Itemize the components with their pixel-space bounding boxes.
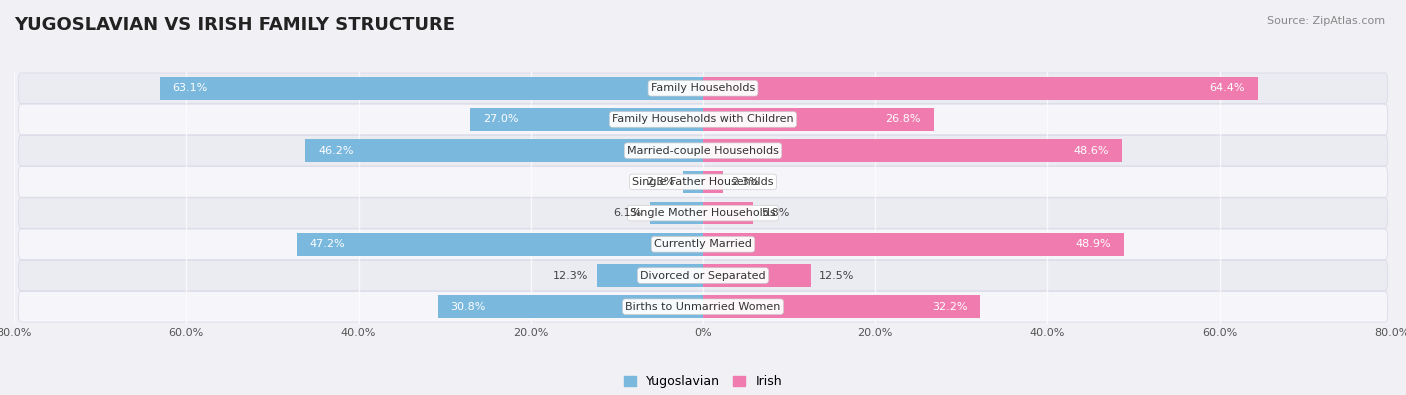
Bar: [471, 108, 703, 131]
Bar: [703, 295, 980, 318]
Text: Single Mother Households: Single Mother Households: [630, 208, 776, 218]
Bar: [305, 139, 703, 162]
Bar: [703, 139, 1122, 162]
FancyBboxPatch shape: [18, 260, 1388, 291]
Text: Family Households with Children: Family Households with Children: [612, 115, 794, 124]
Text: Single Father Households: Single Father Households: [633, 177, 773, 187]
Text: 47.2%: 47.2%: [309, 239, 344, 249]
Text: 12.3%: 12.3%: [553, 271, 589, 280]
Text: 32.2%: 32.2%: [932, 302, 967, 312]
Text: 5.8%: 5.8%: [762, 208, 790, 218]
Text: Births to Unmarried Women: Births to Unmarried Women: [626, 302, 780, 312]
Text: 48.6%: 48.6%: [1073, 146, 1108, 156]
Bar: [703, 233, 1125, 256]
Text: 26.8%: 26.8%: [886, 115, 921, 124]
Legend: Yugoslavian, Irish: Yugoslavian, Irish: [624, 375, 782, 388]
Text: 12.5%: 12.5%: [820, 271, 855, 280]
Bar: [437, 295, 703, 318]
FancyBboxPatch shape: [18, 73, 1388, 103]
Text: Family Households: Family Households: [651, 83, 755, 93]
FancyBboxPatch shape: [18, 292, 1388, 322]
Text: YUGOSLAVIAN VS IRISH FAMILY STRUCTURE: YUGOSLAVIAN VS IRISH FAMILY STRUCTURE: [14, 16, 456, 34]
Bar: [160, 77, 703, 100]
Text: 27.0%: 27.0%: [484, 115, 519, 124]
Bar: [703, 264, 811, 287]
Bar: [297, 233, 703, 256]
Text: 2.3%: 2.3%: [731, 177, 759, 187]
Bar: [703, 171, 723, 193]
Text: Source: ZipAtlas.com: Source: ZipAtlas.com: [1267, 16, 1385, 26]
Text: 30.8%: 30.8%: [451, 302, 486, 312]
FancyBboxPatch shape: [18, 167, 1388, 197]
Bar: [651, 202, 703, 224]
Text: 48.9%: 48.9%: [1076, 239, 1111, 249]
Bar: [703, 108, 934, 131]
Bar: [703, 202, 754, 224]
Bar: [703, 77, 1257, 100]
Text: 46.2%: 46.2%: [318, 146, 353, 156]
Bar: [598, 264, 703, 287]
Text: Currently Married: Currently Married: [654, 239, 752, 249]
FancyBboxPatch shape: [18, 135, 1388, 166]
Text: Divorced or Separated: Divorced or Separated: [640, 271, 766, 280]
FancyBboxPatch shape: [18, 104, 1388, 135]
FancyBboxPatch shape: [18, 198, 1388, 228]
Text: 63.1%: 63.1%: [173, 83, 208, 93]
Text: 2.3%: 2.3%: [647, 177, 675, 187]
Bar: [683, 171, 703, 193]
Text: 6.1%: 6.1%: [613, 208, 643, 218]
Text: Married-couple Households: Married-couple Households: [627, 146, 779, 156]
FancyBboxPatch shape: [18, 229, 1388, 260]
Text: 64.4%: 64.4%: [1209, 83, 1244, 93]
